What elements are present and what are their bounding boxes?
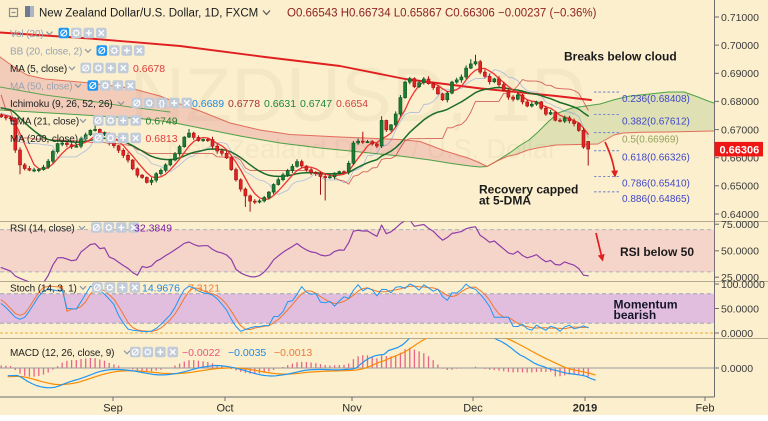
svg-text:100.0000: 100.0000 xyxy=(721,279,765,291)
svg-text:0.0000: 0.0000 xyxy=(721,328,753,340)
svg-text:Recovery capped: Recovery capped xyxy=(479,183,578,197)
svg-text:RSI below 50: RSI below 50 xyxy=(620,245,694,259)
svg-text:Vol (20): Vol (20) xyxy=(10,29,44,40)
svg-text:25.0000: 25.0000 xyxy=(721,272,759,284)
svg-text:14.9676: 14.9676 xyxy=(142,283,180,295)
svg-text:bearish: bearish xyxy=(614,308,657,322)
svg-text:EMA (21, close): EMA (21, close) xyxy=(10,117,79,128)
svg-text:0.6654: 0.6654 xyxy=(336,98,368,110)
svg-text:0.6813: 0.6813 xyxy=(146,133,178,145)
svg-text:0.67000: 0.67000 xyxy=(721,124,759,136)
svg-text:Momentum: Momentum xyxy=(614,297,678,311)
svg-text:0.68000: 0.68000 xyxy=(721,96,759,108)
svg-text:0.5(0.66969): 0.5(0.66969) xyxy=(622,135,679,146)
svg-text:at 5-DMA: at 5-DMA xyxy=(479,194,531,208)
svg-text:0.71000: 0.71000 xyxy=(721,12,759,24)
svg-text:75.0000: 75.0000 xyxy=(721,219,759,231)
svg-text:0.786(0.65410): 0.786(0.65410) xyxy=(622,179,690,190)
svg-text:Ichimoku (9, 26, 52, 26): Ichimoku (9, 26, 52, 26) xyxy=(10,99,113,110)
svg-text:−0.0022: −0.0022 xyxy=(182,347,220,359)
svg-text:0.236(0.68408): 0.236(0.68408) xyxy=(622,94,690,105)
svg-text:New Zealand Dollar/U.S. Dollar: New Zealand Dollar/U.S. Dollar, 1D, FXCM xyxy=(39,8,258,20)
svg-text:0.64000: 0.64000 xyxy=(721,209,759,221)
svg-text:0.618(0.66326): 0.618(0.66326) xyxy=(622,153,690,164)
svg-text:0.6749: 0.6749 xyxy=(146,116,178,128)
svg-text:Oct: Oct xyxy=(216,403,233,415)
svg-text:50.0000: 50.0000 xyxy=(721,303,759,315)
svg-text:0.0000: 0.0000 xyxy=(721,363,753,375)
svg-text:Breaks below cloud: Breaks below cloud xyxy=(564,50,677,64)
svg-text:{}: {} xyxy=(159,99,165,108)
svg-text:0.6747: 0.6747 xyxy=(300,98,332,110)
svg-text:0.65000: 0.65000 xyxy=(721,181,759,193)
svg-text:BB (20, close, 2): BB (20, close, 2) xyxy=(10,47,82,58)
svg-text:Dec: Dec xyxy=(463,403,483,415)
svg-text:Sep: Sep xyxy=(103,403,123,415)
svg-text:Feb: Feb xyxy=(696,403,715,415)
svg-text:RSI (14, close): RSI (14, close) xyxy=(10,224,75,235)
svg-text:50.0000: 50.0000 xyxy=(721,246,759,258)
svg-text:Nov: Nov xyxy=(342,403,362,415)
svg-text:7.3121: 7.3121 xyxy=(188,283,220,295)
svg-text:MA (5, close): MA (5, close) xyxy=(10,64,67,75)
svg-text:MA (50, close): MA (50, close) xyxy=(10,82,73,93)
svg-text:2019: 2019 xyxy=(573,403,597,415)
svg-text:0.382(0.67612): 0.382(0.67612) xyxy=(622,117,690,128)
svg-text:−0.0035: −0.0035 xyxy=(228,347,266,359)
svg-text:0.66306: 0.66306 xyxy=(720,144,760,156)
svg-text:O0.66543 H0.66734 L0.65867: O0.66543 H0.66734 L0.65867 C0.66306 −0.0… xyxy=(287,8,597,20)
svg-text:MA (200, close): MA (200, close) xyxy=(10,134,78,145)
svg-text:0.69000: 0.69000 xyxy=(721,68,759,80)
svg-text:MACD (12, 26, close, 9): MACD (12, 26, close, 9) xyxy=(10,348,114,359)
svg-text:0.6678: 0.6678 xyxy=(133,63,165,75)
svg-text:0.6689: 0.6689 xyxy=(192,98,224,110)
svg-text:0.886(0.64865): 0.886(0.64865) xyxy=(622,194,690,205)
svg-text:32.3849: 32.3849 xyxy=(134,223,172,235)
svg-text:−0.0013: −0.0013 xyxy=(274,347,312,359)
svg-text:0.6631: 0.6631 xyxy=(264,98,296,110)
svg-text:0.70000: 0.70000 xyxy=(721,40,759,52)
svg-text:Stoch (14, 3, 1): Stoch (14, 3, 1) xyxy=(10,284,77,295)
svg-text:0.6778: 0.6778 xyxy=(228,98,260,110)
